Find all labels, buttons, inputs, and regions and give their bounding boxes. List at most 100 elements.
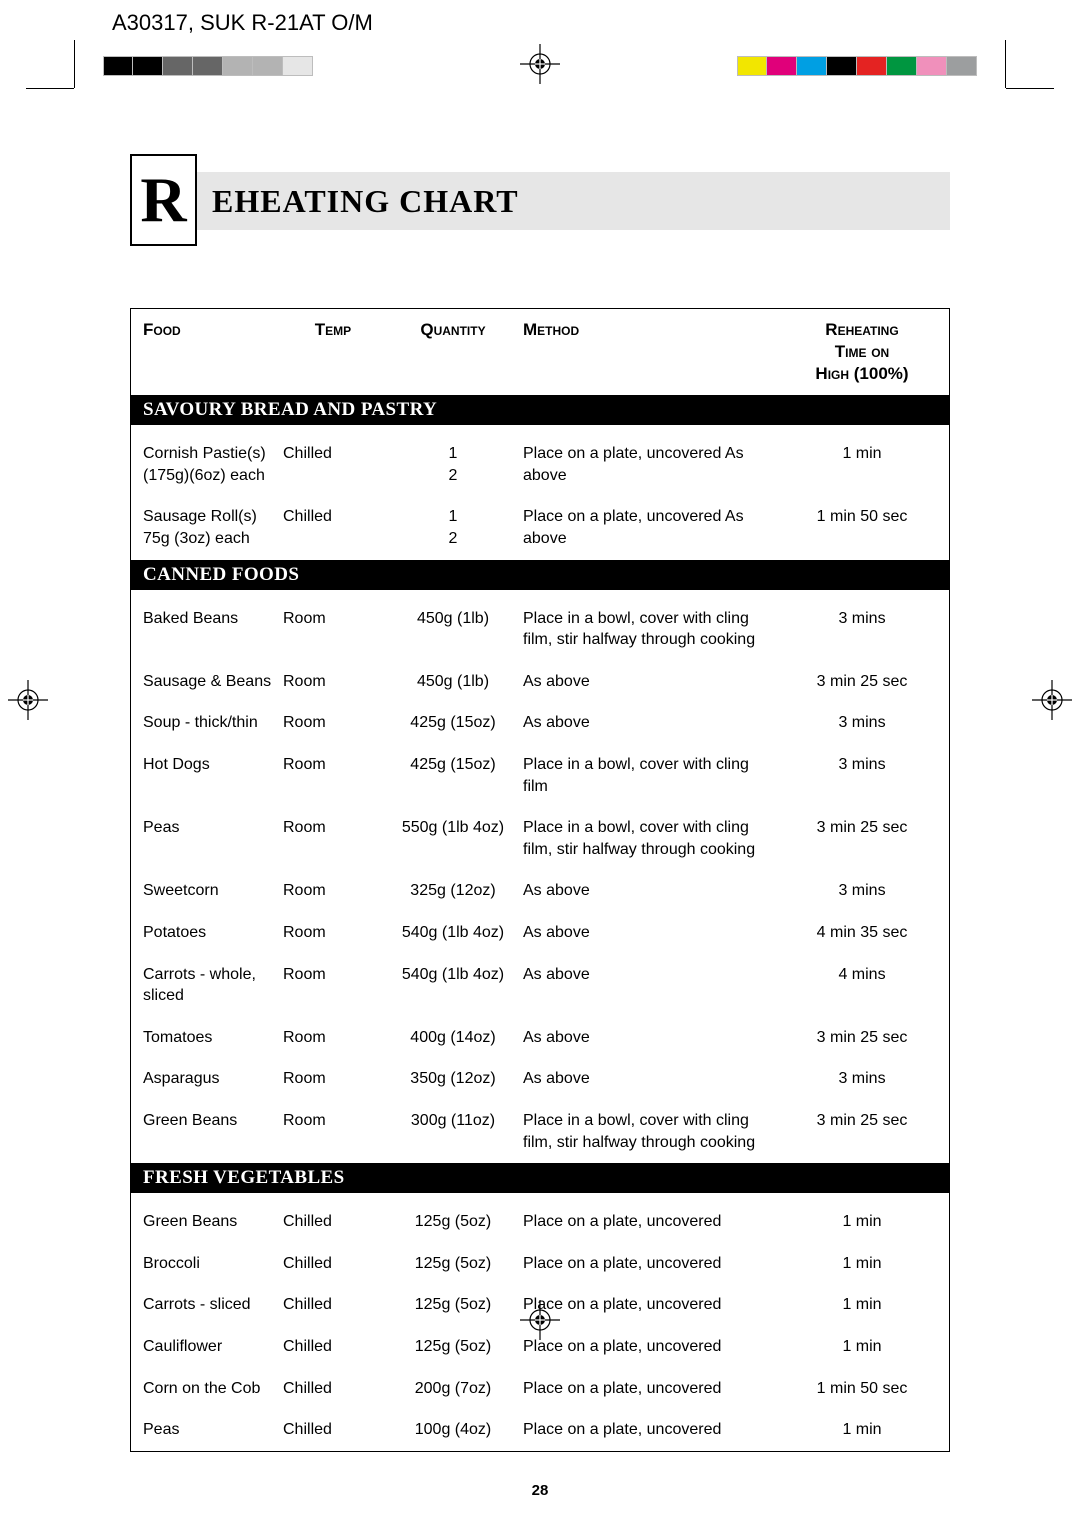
table-row: BroccoliChilled125g (5oz)Place on a plat… [131,1243,949,1285]
cell-time: 4 mins [787,964,937,1007]
table-row: CauliflowerChilled125g (5oz)Place on a p… [131,1326,949,1368]
cell-qty: 125g (5oz) [383,1211,523,1233]
reheating-table: Food Temp Quantity Method Reheating Time… [130,308,950,1452]
cell-temp: Room [283,1027,383,1049]
section-header: Savoury Bread and Pastry [131,395,949,425]
cell-qty: 540g (1lb 4oz) [383,922,523,944]
cell-method: As above [523,712,787,734]
cell-temp: Room [283,922,383,944]
cell-food: Sausage Roll(s) 75g (3oz) each [143,506,283,549]
cell-temp: Room [283,1110,383,1153]
cell-time: 1 min [787,1253,937,1275]
cell-food: Tomatoes [143,1027,283,1049]
cell-time: 1 min [787,1336,937,1358]
cell-method: Place on a plate, uncovered [523,1419,787,1441]
swatch [887,56,917,76]
cell-food: Soup - thick/thin [143,712,283,734]
swatch [917,56,947,76]
cell-method: Place on a plate, uncovered [523,1378,787,1400]
table-row: PeasChilled100g (4oz)Place on a plate, u… [131,1409,949,1451]
cell-temp: Room [283,964,383,1007]
cell-time: 3 mins [787,608,937,651]
cell-qty: 125g (5oz) [383,1336,523,1358]
swatch [163,56,193,76]
registration-mark-icon [520,44,560,84]
col-time: Reheating Time on High (100%) [787,319,937,385]
cell-method: As above [523,964,787,1007]
section-header: Fresh Vegetables [131,1163,949,1193]
table-body: Savoury Bread and PastryCornish Pastie(s… [131,395,949,1450]
cell-temp: Room [283,1068,383,1090]
cell-qty: 450g (1lb) [383,671,523,693]
cell-method: Place in a bowl, cover with cling film, … [523,608,787,651]
cell-method: As above [523,922,787,944]
cell-food: Cauliflower [143,1336,283,1358]
cell-time: 3 mins [787,1068,937,1090]
cell-time: 3 mins [787,754,937,797]
crop-mark [1006,88,1054,89]
cell-time: 4 min 35 sec [787,922,937,944]
page: A30317, SUK R-21AT O/M R EHEATING CHART … [0,0,1080,1528]
cell-qty: 125g (5oz) [383,1253,523,1275]
cell-food: Peas [143,817,283,860]
cell-time: 1 min [787,1419,937,1441]
swatch [797,56,827,76]
title-dropcap-box: R [130,154,197,246]
cell-time: 3 min 25 sec [787,817,937,860]
registration-mark-icon [1032,680,1072,720]
cell-qty: 125g (5oz) [383,1294,523,1316]
cell-food: Sweetcorn [143,880,283,902]
cell-food: Carrots - sliced [143,1294,283,1316]
cell-method: Place on a plate, uncovered [523,1253,787,1275]
table-row: Hot DogsRoom425g (15oz)Place in a bowl, … [131,744,949,807]
cell-time: 1 min [787,443,937,486]
crop-mark [26,88,74,89]
cell-food: Corn on the Cob [143,1378,283,1400]
cell-temp: Room [283,671,383,693]
cell-time: 3 mins [787,880,937,902]
cell-method: As above [523,1027,787,1049]
cell-time: 3 min 25 sec [787,1027,937,1049]
table-row: PeasRoom550g (1lb 4oz)Place in a bowl, c… [131,807,949,870]
table-row: Corn on the CobChilled200g (7oz)Place on… [131,1368,949,1410]
cell-temp: Chilled [283,1419,383,1441]
cell-qty: 325g (12oz) [383,880,523,902]
cell-qty: 350g (12oz) [383,1068,523,1090]
cell-time: 1 min [787,1294,937,1316]
table-row: Soup - thick/thinRoom425g (15oz)As above… [131,702,949,744]
swatch [737,56,767,76]
cell-temp: Chilled [283,443,383,486]
content-area: R EHEATING CHART Food Temp Quantity Meth… [130,150,950,1499]
cell-qty: 425g (15oz) [383,712,523,734]
table-row: Green BeansRoom300g (11oz)Place in a bow… [131,1100,949,1163]
table-row: SweetcornRoom325g (12oz)As above3 mins [131,870,949,912]
table-row: TomatoesRoom400g (14oz)As above3 min 25 … [131,1017,949,1059]
cell-temp: Chilled [283,1211,383,1233]
cell-temp: Chilled [283,1253,383,1275]
swatch [827,56,857,76]
swatch [223,56,253,76]
cell-food: Baked Beans [143,608,283,651]
cell-food: Asparagus [143,1068,283,1090]
cell-temp: Room [283,817,383,860]
cell-time: 3 mins [787,712,937,734]
cell-qty: 100g (4oz) [383,1419,523,1441]
cell-method: Place in a bowl, cover with cling film [523,754,787,797]
cell-food: Green Beans [143,1211,283,1233]
cell-method: As above [523,880,787,902]
table-header-row: Food Temp Quantity Method Reheating Time… [131,309,949,395]
crop-mark [1005,40,1006,88]
cell-method: Place on a plate, uncovered As above [523,506,787,549]
cell-qty: 425g (15oz) [383,754,523,797]
color-swatches-right [737,56,977,76]
table-row: PotatoesRoom540g (1lb 4oz)As above4 min … [131,912,949,954]
crop-mark [74,40,75,88]
cell-method: Place on a plate, uncovered [523,1294,787,1316]
doc-header: A30317, SUK R-21AT O/M [112,10,373,36]
cell-qty: 540g (1lb 4oz) [383,964,523,1007]
cell-time: 1 min 50 sec [787,1378,937,1400]
table-row: Sausage & BeansRoom450g (1lb)As above3 m… [131,661,949,703]
cell-qty: 300g (11oz) [383,1110,523,1153]
col-temp: Temp [283,319,383,385]
col-method: Method [523,319,787,385]
